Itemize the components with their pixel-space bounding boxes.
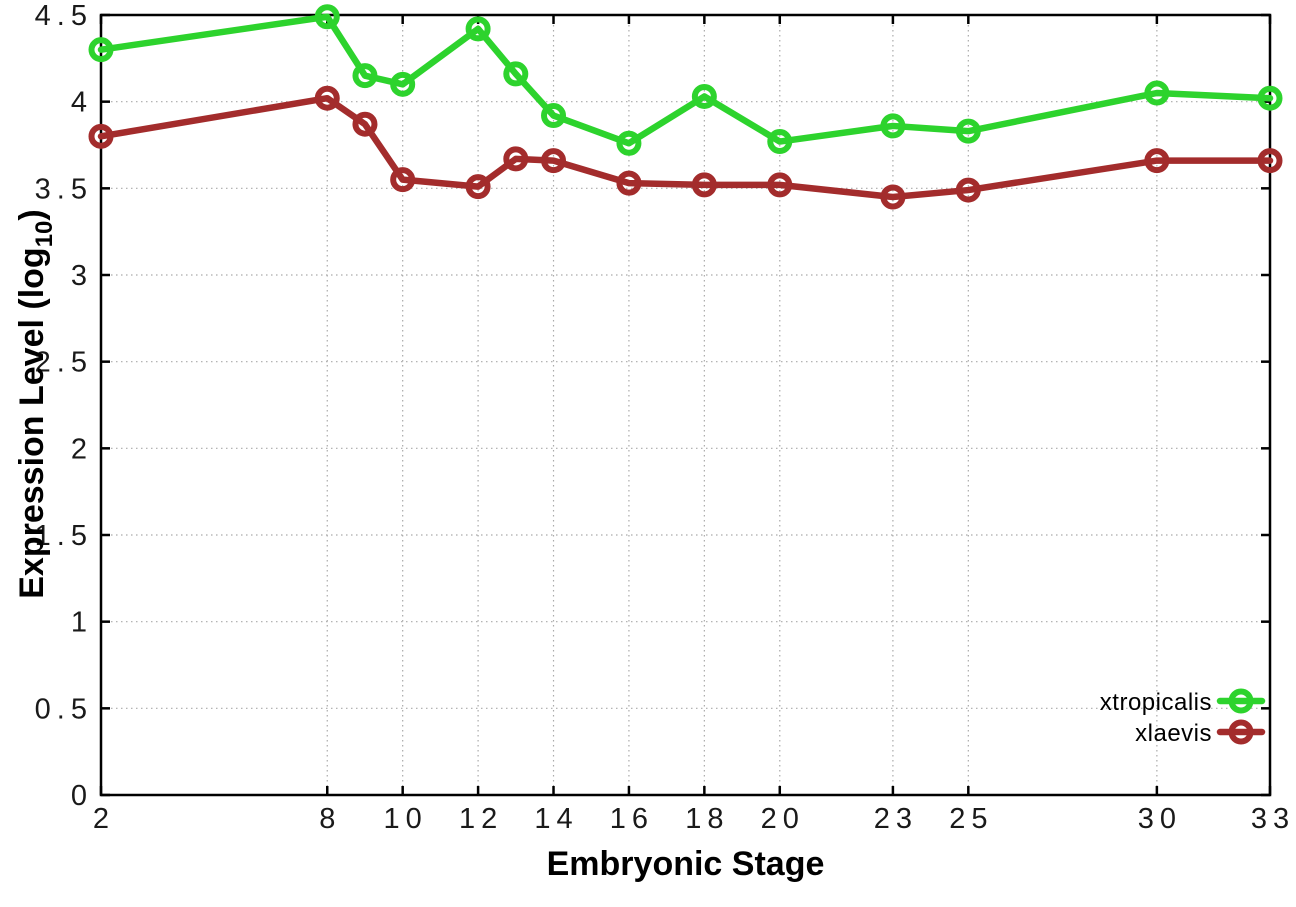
x-tick-label: 33 bbox=[1251, 803, 1295, 835]
data-point-xlaevis bbox=[88, 123, 114, 149]
data-point-xtropicalis bbox=[691, 83, 717, 109]
x-tick-label: 20 bbox=[761, 803, 805, 835]
x-tick-label: 2 bbox=[93, 803, 115, 835]
x-axis-title: Embryonic Stage bbox=[546, 845, 825, 883]
x-tick-label: 30 bbox=[1138, 803, 1182, 835]
data-point-xlaevis bbox=[352, 111, 378, 137]
y-tick-label: 2 bbox=[71, 433, 93, 465]
data-point-xlaevis bbox=[465, 174, 491, 200]
y-axis-title-main: Expression Level (log bbox=[13, 247, 51, 599]
series-xtropicalis bbox=[88, 4, 1283, 156]
legend-sample-marker bbox=[1228, 719, 1254, 745]
x-tick-label: 8 bbox=[319, 803, 341, 835]
y-tick-label: 3.5 bbox=[35, 173, 93, 205]
data-point-xlaevis bbox=[955, 177, 981, 203]
y-tick-label: 0 bbox=[71, 780, 93, 812]
y-tick-label: 3 bbox=[71, 260, 93, 292]
data-point-xlaevis bbox=[691, 172, 717, 198]
y-tick-label: 4 bbox=[71, 87, 93, 119]
y-tick-label: 1.5 bbox=[35, 520, 93, 552]
data-point-xtropicalis bbox=[541, 103, 567, 129]
x-tick-label: 10 bbox=[384, 803, 428, 835]
data-point-xlaevis bbox=[503, 146, 529, 172]
data-point-xtropicalis bbox=[88, 37, 114, 63]
data-point-xlaevis bbox=[1257, 148, 1283, 174]
x-tick-label: 12 bbox=[459, 803, 503, 835]
x-tick-label: 14 bbox=[534, 803, 578, 835]
data-point-xtropicalis bbox=[314, 4, 340, 30]
data-point-xtropicalis bbox=[767, 129, 793, 155]
x-tick-label: 18 bbox=[685, 803, 729, 835]
data-point-xtropicalis bbox=[880, 113, 906, 139]
legend-item-xlaevis: xlaevis bbox=[1135, 719, 1266, 747]
data-point-xtropicalis bbox=[503, 61, 529, 87]
legend-item-xtropicalis: xtropicalis bbox=[1100, 688, 1266, 716]
y-tick-label: 1 bbox=[71, 607, 93, 639]
plot-border bbox=[99, 13, 1272, 797]
data-point-xlaevis bbox=[541, 148, 567, 174]
tick-labels: 2 8 10 12 14 16 18 20 23 25 30 33 0 0.5 1 1.5 2 2.5 3 3.5 4 4… bbox=[35, 0, 1295, 835]
data-point-xtropicalis bbox=[955, 118, 981, 144]
data-point-xtropicalis bbox=[465, 16, 491, 42]
legend: xtropicalis xlaevis bbox=[1100, 688, 1266, 747]
y-axis-title-close: ) bbox=[13, 209, 51, 221]
data-point-xtropicalis bbox=[1144, 80, 1170, 106]
y-tick-label: 4.5 bbox=[35, 0, 93, 32]
series-xlaevis bbox=[88, 85, 1283, 210]
y-tick-label: 0.5 bbox=[35, 693, 93, 725]
data-point-xlaevis bbox=[314, 85, 340, 111]
data-point-xlaevis bbox=[1144, 148, 1170, 174]
data-point-xlaevis bbox=[767, 172, 793, 198]
data-point-xtropicalis bbox=[616, 130, 642, 156]
series-line-xtropicalis bbox=[97, 13, 1274, 147]
data-point-xlaevis bbox=[390, 167, 416, 193]
gridlines bbox=[101, 15, 1270, 795]
y-tick-label: 2.5 bbox=[35, 347, 93, 379]
tick-marks bbox=[99, 13, 1272, 797]
x-tick-label: 16 bbox=[610, 803, 654, 835]
x-tick-label: 25 bbox=[949, 803, 993, 835]
data-point-xlaevis bbox=[880, 184, 906, 210]
data-point-xtropicalis bbox=[390, 71, 416, 97]
y-axis-title-subscript: 10 bbox=[31, 220, 58, 248]
data-point-xtropicalis bbox=[352, 63, 378, 89]
y-axis-title: Expression Level (log10) bbox=[13, 209, 59, 598]
data-point-xtropicalis bbox=[1257, 85, 1283, 111]
legend-label-xtropicalis: xtropicalis bbox=[1100, 689, 1212, 716]
series-line-xlaevis bbox=[97, 94, 1274, 201]
x-tick-label: 23 bbox=[874, 803, 918, 835]
legend-sample-marker bbox=[1228, 688, 1254, 714]
data-point-xlaevis bbox=[616, 170, 642, 196]
legend-label-xlaevis: xlaevis bbox=[1135, 720, 1212, 747]
